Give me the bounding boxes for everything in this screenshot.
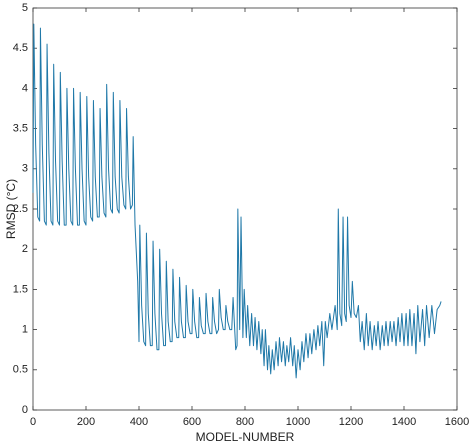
y-tick-label: 2 bbox=[22, 243, 28, 255]
x-tick-label: 200 bbox=[77, 416, 95, 428]
y-tick-label: 1 bbox=[22, 324, 28, 336]
y-tick-label: 0 bbox=[22, 404, 28, 416]
x-tick-label: 1200 bbox=[339, 416, 363, 428]
y-tick-label: 3.5 bbox=[13, 123, 28, 135]
x-tick-label: 1000 bbox=[286, 416, 310, 428]
y-tick-label: 0.5 bbox=[13, 364, 28, 376]
y-tick-label: 3 bbox=[22, 163, 28, 175]
y-tick-label: 5 bbox=[22, 2, 28, 14]
y-axis-title: RMSD (°C) bbox=[4, 179, 18, 239]
x-tick-label: 1600 bbox=[445, 416, 469, 428]
x-tick-label: 0 bbox=[30, 416, 36, 428]
y-tick-label: 1.5 bbox=[13, 283, 28, 295]
x-tick-label: 400 bbox=[130, 416, 148, 428]
y-tick-label: 2.5 bbox=[13, 203, 28, 215]
x-tick-label: 800 bbox=[236, 416, 254, 428]
y-tick-label: 4 bbox=[22, 82, 28, 94]
x-tick-label: 1400 bbox=[392, 416, 416, 428]
y-tick-label: 4.5 bbox=[13, 42, 28, 54]
x-tick-label: 600 bbox=[183, 416, 201, 428]
x-axis-title: MODEL-NUMBER bbox=[196, 430, 295, 444]
data-line bbox=[32, 23, 442, 379]
